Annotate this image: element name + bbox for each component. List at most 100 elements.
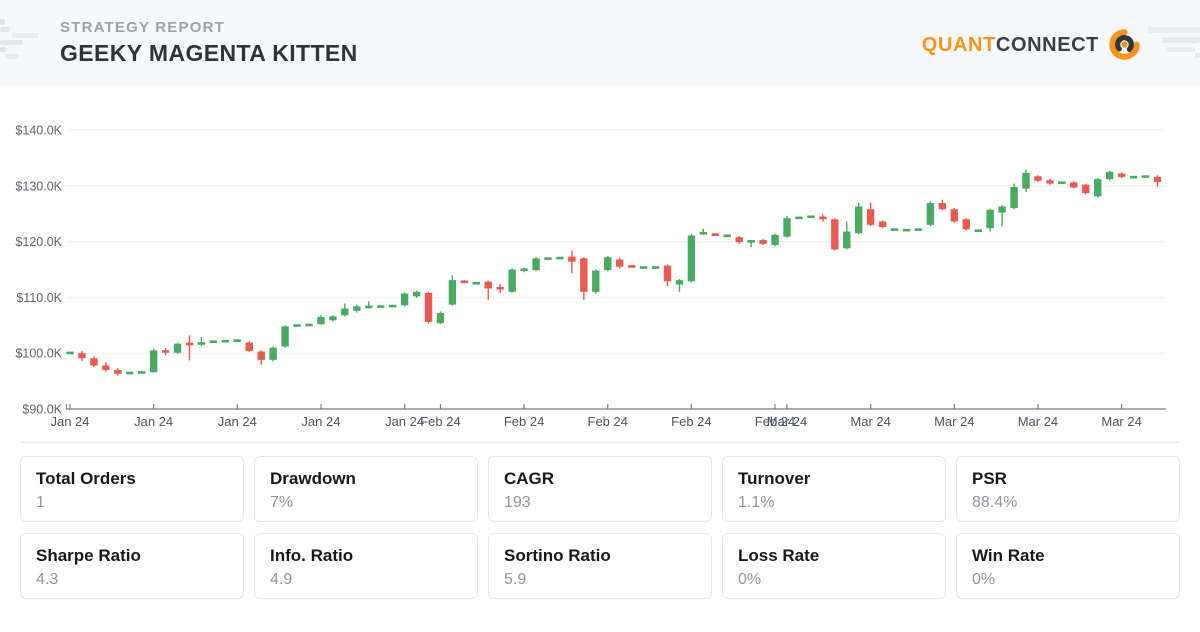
candle-body [771,234,779,245]
candle-body [950,209,958,222]
x-axis-tick-label: Jan 24 [385,414,424,429]
x-axis-tick-label: Mar 24 [1018,414,1058,429]
x-axis-tick-label: Feb 24 [588,414,628,429]
stat-label: PSR [972,469,1007,488]
candle-body [580,258,588,292]
candle-body [173,343,182,353]
candle-body [1058,181,1066,185]
decoration-bar [1148,27,1200,33]
candle-body [938,203,947,210]
candle-body [723,234,731,238]
decoration-bar [1162,37,1200,43]
x-axis-tick-label: Mar 24 [934,414,974,429]
candle-body [317,316,325,325]
candle-body [914,228,923,231]
y-axis-tick-label: $120.0K [15,235,62,249]
candle-body [556,256,564,260]
candle-body [400,293,409,306]
report-header: STRATEGY REPORT GEEKY MAGENTA KITTEN QUA… [0,0,1200,85]
candle-body [305,323,313,327]
candle-body [1094,179,1102,197]
x-axis-tick-label: Mar 24 [1101,414,1141,429]
y-axis-tick-label: $100.0K [15,347,62,361]
candle-body [699,231,708,235]
candle-body [1046,180,1054,184]
candle-body [592,270,600,292]
stat-label: Sortino Ratio [504,546,611,565]
candle-body [520,268,528,272]
candle-body [1153,176,1162,182]
candle-body [747,240,755,243]
y-axis-tick-label: $140.0K [15,124,62,138]
quantconnect-logo: QUANTCONNECT [922,26,1143,63]
stat-value: 1 [36,494,45,512]
candle-body [436,313,445,324]
candle-body [66,351,74,355]
x-axis-tick-label: Feb 24 [420,414,460,429]
candle-body [1141,175,1150,178]
stat-card-drawdown: Drawdown 7% [254,456,478,522]
stat-value: 0% [972,571,996,589]
equity-candlestick-chart: $140.0K $130.0K $120.0K $110.0K $100.0K $90.0… [15,124,1166,429]
candle-body [831,219,839,250]
candle-body [663,265,672,282]
stat-value: 88.4% [972,494,1018,512]
report-type-label: STRATEGY REPORT [60,19,225,36]
candle-body [1034,176,1042,181]
candle-body [185,342,194,346]
stat-card-info-ratio: Info. Ratio 4.9 [254,533,478,599]
candle-body [532,258,540,271]
candle-body [855,206,863,234]
candle-body [412,291,421,297]
x-axis-tick-label: Jan 24 [218,414,257,429]
stat-card-win-rate: Win Rate 0% [956,533,1180,599]
x-axis-tick-label: Mar 24 [767,414,807,429]
candle-body [759,239,767,244]
candle-body [795,216,803,220]
candle-body [126,371,134,375]
candle-body [735,237,743,243]
stat-label: Total Orders [36,469,136,488]
candle-body [496,286,504,290]
candle-body [197,342,206,345]
candle-body [675,280,684,285]
candle-body [1082,184,1090,194]
candle-body [388,304,397,308]
candle-body [484,281,492,289]
stats-divider [20,442,1180,443]
candle-body [890,228,899,231]
decoration-bar [1195,53,1200,58]
candle-body [878,221,887,228]
decoration-bar [0,40,23,45]
candle-body [269,347,277,360]
candle-body [1022,172,1030,189]
candle-body [783,218,791,237]
candle-body [293,324,301,327]
candle-body [639,266,648,269]
stat-value: 5.9 [504,571,527,589]
decoration-bar [12,33,39,38]
y-axis-tick-label: $130.0K [15,179,62,193]
candle-body [161,350,170,353]
quantconnect-mark-icon [1109,29,1140,60]
candle-body [114,369,122,374]
candle-body [926,203,935,225]
candle-body [221,339,230,343]
candle-body [245,342,253,351]
candle-body [329,316,337,321]
stat-label: Loss Rate [738,546,820,565]
stat-value: 1.1% [738,494,775,512]
candle-body [974,229,982,233]
stat-card-sharpe-ratio: Sharpe Ratio 4.3 [20,533,244,599]
candle-body [866,209,875,225]
candle-body [819,216,827,220]
brand-word-quant: QUANT [921,33,996,56]
candle-body [233,339,241,342]
candle-body [962,219,970,230]
candle-body [1117,173,1126,177]
page-title: GEEKY MAGENTA KITTEN [60,40,358,66]
x-axis-tick-label: Feb 24 [504,414,544,429]
stat-card-loss-rate: Loss Rate 0% [722,533,946,599]
candle-body [1129,175,1138,179]
candle-body [78,353,86,359]
